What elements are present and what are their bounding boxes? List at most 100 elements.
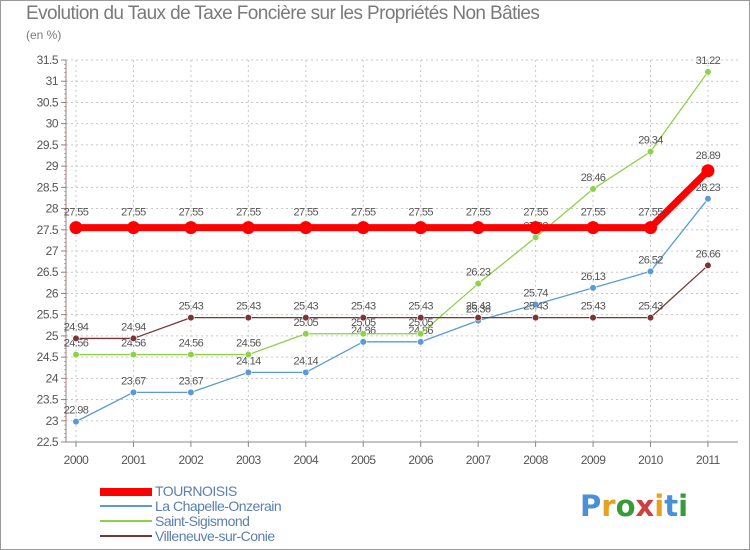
- data-label: 26.52: [638, 254, 663, 266]
- data-label: 24.56: [236, 338, 261, 350]
- data-point: [471, 221, 485, 235]
- y-tick-label: 23: [46, 414, 59, 428]
- x-tick-label: 2002: [179, 453, 205, 467]
- data-point: [72, 418, 80, 426]
- data-label: 25.43: [179, 301, 204, 313]
- data-label: 27.55: [581, 207, 606, 219]
- data-label: 27.55: [64, 207, 89, 219]
- data-label: 24.14: [294, 355, 319, 367]
- data-label: 23.67: [121, 375, 146, 387]
- data-label: 25.43: [294, 301, 319, 313]
- data-point: [302, 314, 310, 322]
- x-tick-label: 2010: [638, 453, 664, 467]
- x-tick-label: 2007: [466, 453, 492, 467]
- data-point: [589, 314, 597, 322]
- data-point: [129, 388, 138, 396]
- data-label: 27.55: [408, 207, 433, 219]
- data-point: [589, 284, 597, 292]
- data-point: [187, 350, 195, 359]
- logo-letter: t: [664, 489, 679, 523]
- data-label: 24.14: [236, 355, 261, 367]
- data-point: [644, 221, 657, 235]
- series-line: [75, 198, 709, 423]
- data-point: [359, 338, 367, 346]
- x-tick-label: 2004: [293, 453, 319, 467]
- y-tick-label: 24: [46, 371, 59, 385]
- data-point: [72, 334, 80, 343]
- data-label: 22.98: [64, 405, 89, 417]
- data-point: [126, 221, 140, 235]
- data-label: 25.74: [523, 287, 548, 299]
- data-point: [529, 221, 543, 235]
- data-label: 25.43: [638, 301, 663, 313]
- data-point: [414, 221, 428, 235]
- y-tick-label: 27.5: [37, 223, 59, 237]
- y-tick-label: 25.5: [37, 308, 59, 322]
- x-tick-label: 2000: [64, 453, 90, 467]
- y-tick-label: 29.5: [37, 138, 59, 152]
- data-point: [531, 314, 540, 322]
- data-label: 27.55: [523, 207, 548, 219]
- data-point: [244, 368, 252, 376]
- y-tick-label: 29: [46, 159, 59, 173]
- data-label: 25.43: [523, 301, 548, 313]
- data-label: 27.55: [121, 207, 146, 219]
- legend-label: Villeneuve-sur-Conie: [155, 528, 275, 544]
- data-point: [244, 350, 252, 359]
- data-label: 26.13: [581, 271, 606, 283]
- data-label: 26.66: [696, 248, 721, 260]
- data-point: [417, 330, 425, 338]
- series-line: [75, 264, 709, 340]
- chart-title: Evolution du Taux de Taxe Foncière sur l…: [26, 3, 540, 24]
- data-point: [241, 221, 255, 235]
- y-tick-label: 28: [46, 202, 59, 216]
- legend-label: Saint-Sigismond: [155, 513, 250, 529]
- series-line: [72, 167, 712, 232]
- data-point: [356, 221, 370, 235]
- data-point: [359, 330, 367, 338]
- data-point: [299, 221, 313, 235]
- legend-label: La Chapelle-Onzerain: [155, 498, 282, 514]
- y-tick-label: 26: [46, 286, 59, 300]
- logo-letter: i: [654, 489, 665, 523]
- logo-letter: P: [580, 489, 602, 523]
- data-label: 25.43: [236, 301, 261, 313]
- data-point: [646, 267, 655, 275]
- data-point: [187, 388, 195, 396]
- data-point: [701, 164, 715, 178]
- data-point: [417, 314, 425, 322]
- legend-swatch: [100, 535, 152, 537]
- x-tick-label: 2009: [581, 453, 607, 467]
- data-point: [704, 195, 712, 203]
- data-label: 28.23: [696, 182, 721, 194]
- data-label: 27.55: [294, 207, 319, 219]
- data-label: 25.05: [351, 317, 376, 329]
- legend-swatch: [100, 520, 152, 522]
- data-point: [69, 221, 83, 235]
- data-point: [187, 314, 195, 322]
- data-point: [302, 368, 310, 376]
- y-axis-unit-label: (en %): [26, 28, 62, 42]
- data-label: 27.55: [236, 207, 261, 219]
- data-point: [72, 350, 80, 359]
- data-point: [129, 334, 138, 343]
- data-label: 25.36: [466, 304, 491, 316]
- data-point: [704, 261, 712, 270]
- y-tick-label: 28.5: [37, 180, 59, 194]
- data-label: 24.56: [179, 338, 204, 350]
- data-point: [531, 233, 540, 242]
- data-point: [474, 280, 482, 288]
- x-tick-label: 2011: [696, 453, 721, 467]
- y-tick-label: 23.5: [37, 393, 59, 407]
- y-tick-label: 25: [46, 329, 59, 343]
- data-point: [646, 314, 655, 322]
- data-label: 27.55: [351, 207, 376, 219]
- data-point: [359, 314, 367, 322]
- data-label: 24.56: [121, 338, 146, 350]
- y-tick-label: 30: [46, 117, 59, 131]
- y-tick-label: 24.5: [37, 350, 59, 364]
- data-label: 25.43: [408, 301, 433, 313]
- data-label: 23.67: [179, 375, 204, 387]
